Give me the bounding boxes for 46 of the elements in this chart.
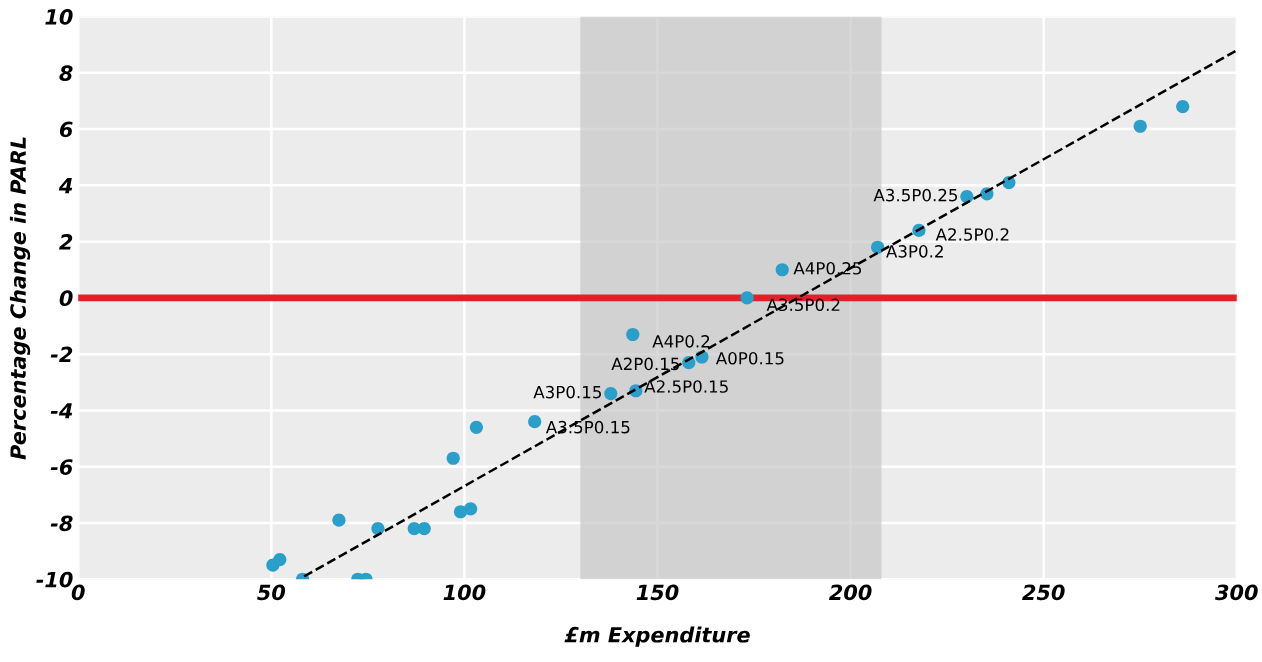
y-tick-label: -4: [50, 403, 73, 419]
point: [464, 502, 478, 516]
y-tick-label: 6: [59, 121, 73, 138]
y-tick-label: 10: [45, 9, 73, 25]
point: [273, 552, 287, 567]
annotation: A3.5P0.15: [545, 420, 630, 434]
x-tick-label: 200: [829, 584, 872, 601]
point: [469, 420, 483, 434]
point: [371, 522, 385, 536]
y-tick-label: 2: [59, 234, 73, 250]
x-tick-label: 150: [636, 584, 679, 601]
y-tick-label: -8: [50, 515, 73, 532]
x-tick-label: 50: [257, 584, 286, 601]
point: [604, 386, 618, 401]
annotation: A3P0.15: [533, 385, 601, 399]
x-tick-label: 100: [443, 584, 486, 601]
y-axis-title: Percentage Change in PARL: [9, 137, 31, 460]
y-tick-label: 4: [58, 178, 73, 194]
y-tick-label: -10: [36, 571, 73, 588]
y-tick-label: 0: [59, 290, 73, 307]
x-axis-title: £m Expenditure: [564, 626, 750, 647]
point: [775, 263, 789, 277]
point: [446, 451, 460, 465]
y-tick-label: -6: [50, 459, 73, 475]
annotation: A2.5P0.15: [644, 380, 728, 393]
point: [417, 522, 431, 536]
point: [626, 327, 640, 342]
annotation: A4P0.25: [793, 261, 862, 275]
point: [1133, 119, 1147, 133]
x-tick-label: 300: [1215, 584, 1258, 601]
point: [740, 291, 754, 305]
point: [528, 415, 542, 429]
point: [871, 240, 885, 254]
annotation: A2P0.15: [611, 357, 679, 371]
point: [960, 190, 974, 204]
annotation: A3.5P0.25: [873, 188, 958, 202]
annotation: A3P0.2: [886, 245, 943, 258]
point: [1176, 99, 1190, 114]
y-tick-label: 8: [59, 65, 73, 82]
y-tick-label: -2: [50, 346, 73, 363]
x-tick-label: 0: [71, 584, 85, 601]
x-tick-label: 250: [1022, 584, 1065, 601]
point: [332, 513, 346, 527]
annotation: A2.5P0.2: [935, 228, 1009, 241]
annotation: A4P0.2: [652, 335, 710, 348]
annotation: A0P0.15: [715, 351, 784, 365]
